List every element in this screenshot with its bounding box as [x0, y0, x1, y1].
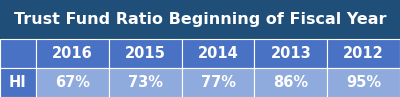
Text: 2016: 2016: [52, 46, 93, 61]
Text: 2012: 2012: [343, 46, 384, 61]
Bar: [327, 39, 400, 68]
Text: 86%: 86%: [273, 75, 308, 90]
Text: Trust Fund Ratio Beginning of Fiscal Year: Trust Fund Ratio Beginning of Fiscal Yea…: [14, 12, 386, 27]
Bar: [182, 39, 254, 68]
Bar: [109, 68, 182, 97]
Bar: [109, 39, 182, 68]
Text: 2014: 2014: [198, 46, 238, 61]
Text: 2013: 2013: [270, 46, 311, 61]
Text: HI: HI: [9, 75, 27, 90]
Bar: [182, 68, 254, 97]
Bar: [0, 39, 36, 68]
Bar: [327, 68, 400, 97]
Text: 67%: 67%: [55, 75, 90, 90]
Text: 2015: 2015: [125, 46, 166, 61]
Bar: [36, 39, 109, 68]
Bar: [254, 39, 327, 68]
Text: 77%: 77%: [200, 75, 236, 90]
Bar: [0, 0, 400, 39]
Text: 95%: 95%: [346, 75, 381, 90]
Bar: [254, 68, 327, 97]
Text: 73%: 73%: [128, 75, 163, 90]
Bar: [0, 68, 36, 97]
Bar: [36, 68, 109, 97]
